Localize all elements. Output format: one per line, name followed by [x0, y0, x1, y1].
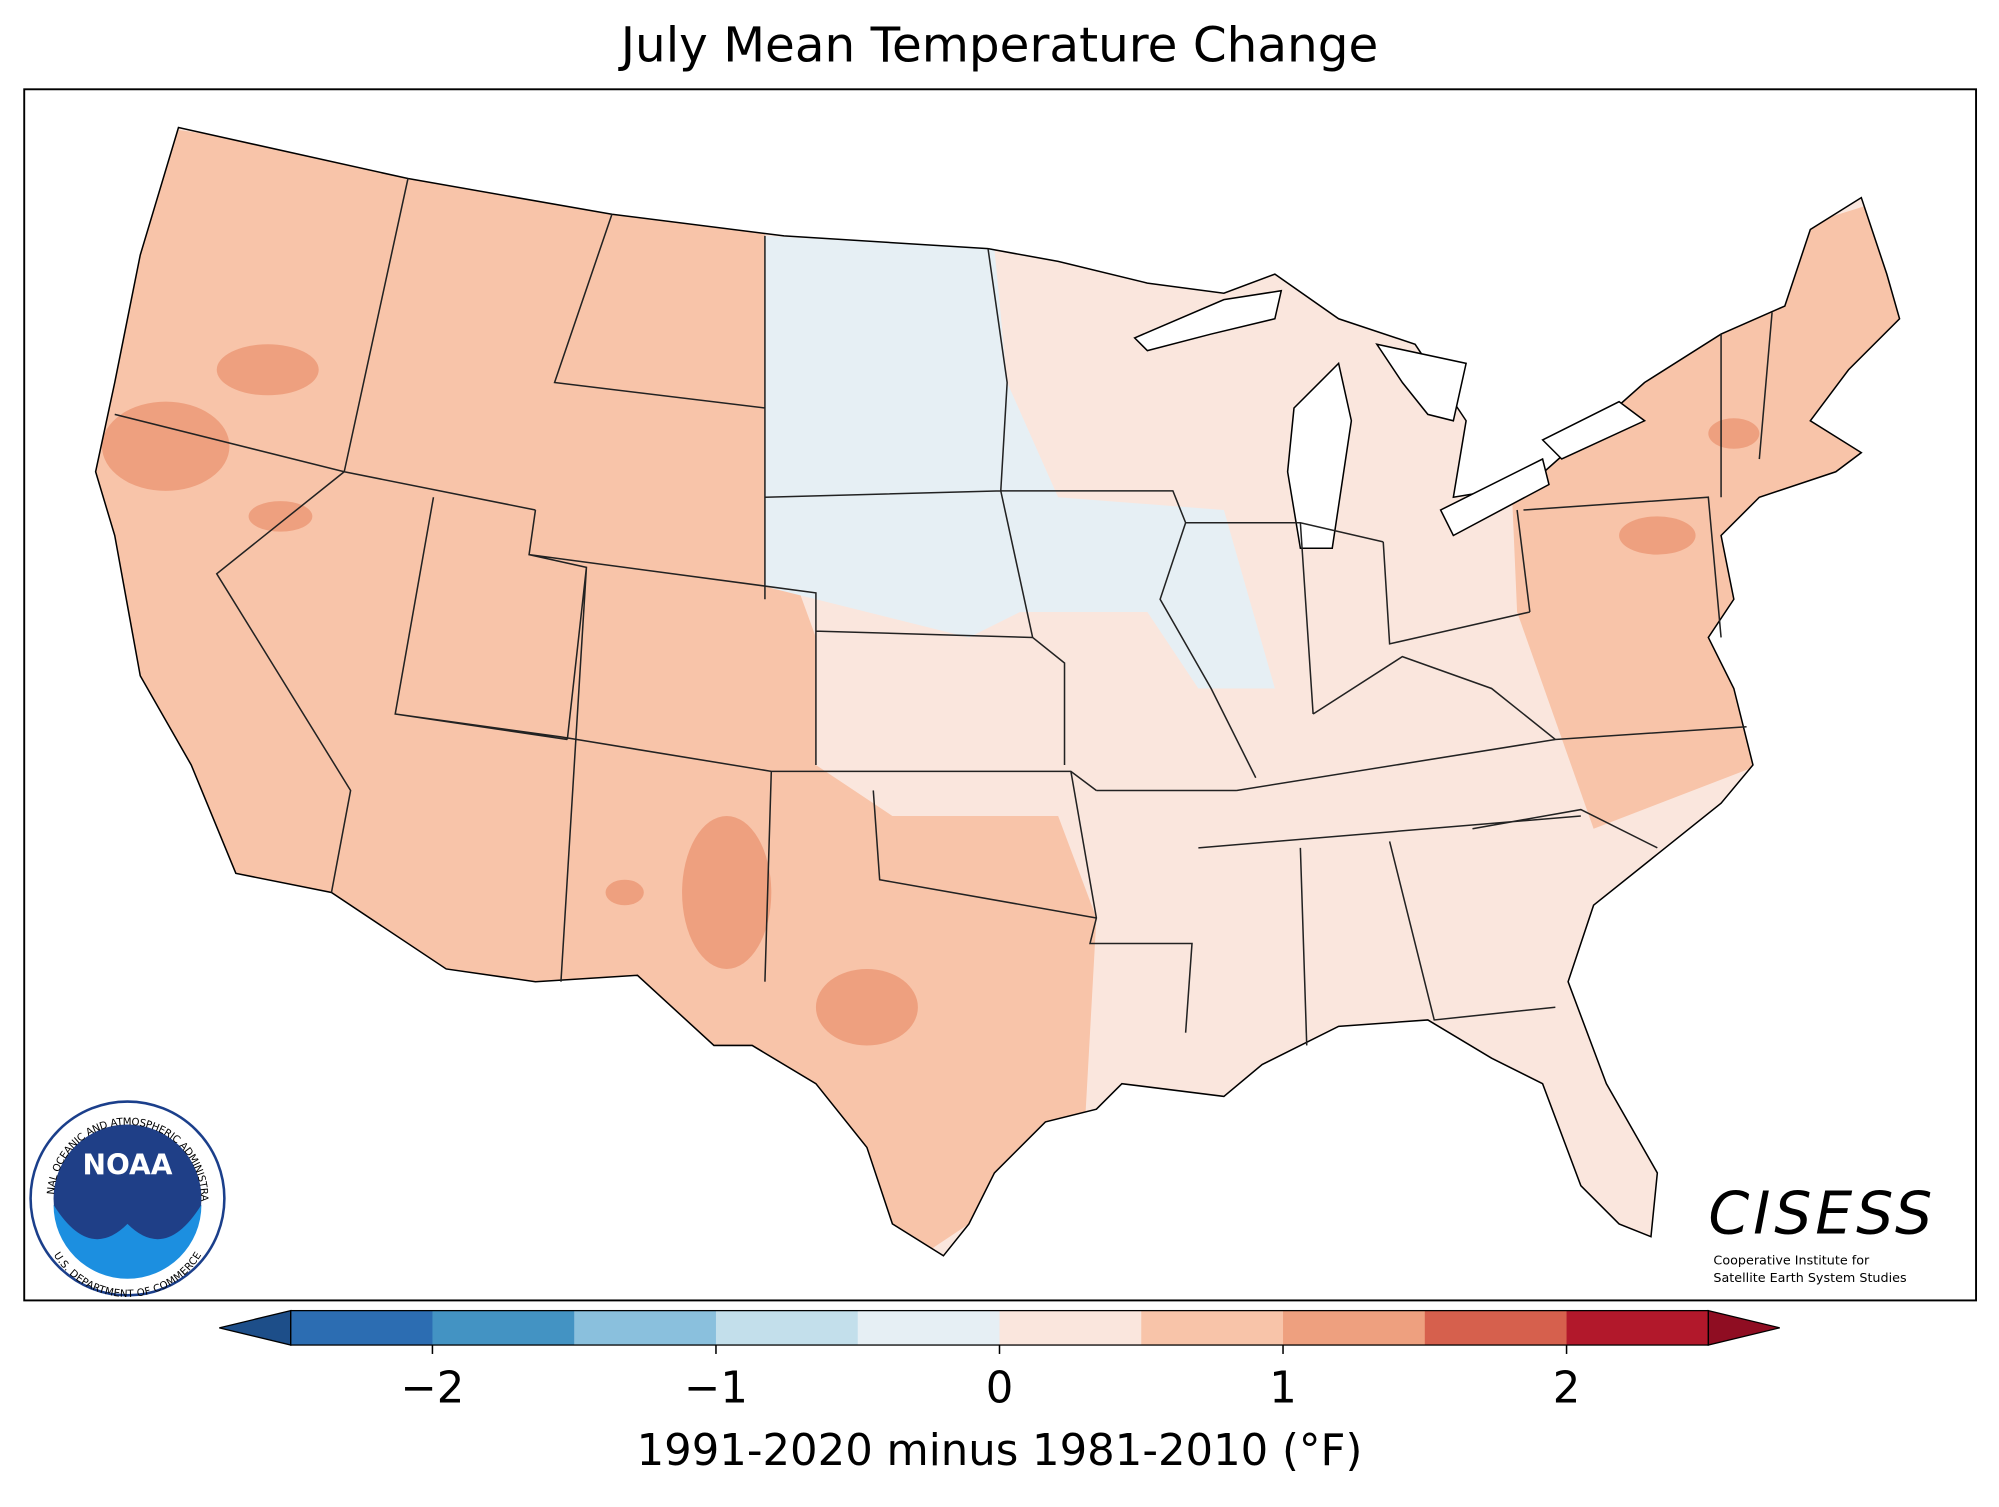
- colorbar-over: [1707, 1309, 1780, 1346]
- colorbar-tick-label: 1: [1269, 1363, 1297, 1413]
- colorbar-bin: [290, 1310, 434, 1346]
- colorbar-bin: [432, 1310, 575, 1346]
- colorbar-bin: [574, 1310, 717, 1346]
- colorbar-bin: [1283, 1310, 1426, 1346]
- colorbar-bin: [715, 1310, 859, 1346]
- colorbar-bin: [857, 1310, 1001, 1346]
- colorbar-bin: [999, 1310, 1142, 1346]
- colorbar-label: 1991-2020 minus 1981-2010 (°F): [637, 1426, 1363, 1476]
- colorbar-tick-label: 0: [986, 1363, 1014, 1413]
- colorbar-bin: [1141, 1310, 1284, 1346]
- cisess-line: Cooperative Institute for: [1713, 1253, 1870, 1268]
- colorbar-tick-label: −2: [400, 1363, 464, 1413]
- colorbar-tick-label: −1: [684, 1363, 748, 1413]
- cisess-line: Satellite Earth System Studies: [1713, 1271, 1907, 1286]
- colorbar-under: [219, 1309, 292, 1346]
- title: July Mean Temperature Change: [618, 17, 1379, 73]
- colorbar-bin: [1424, 1310, 1568, 1346]
- cisess-logo: CISESS: [1708, 1180, 1936, 1248]
- noaa-text: NOAA: [83, 1149, 173, 1182]
- colorbar-bin: [1566, 1310, 1709, 1346]
- colorbar-tick-label: 2: [1553, 1363, 1581, 1413]
- colorbar: −2 −1 0 1 2: [219, 1309, 1780, 1413]
